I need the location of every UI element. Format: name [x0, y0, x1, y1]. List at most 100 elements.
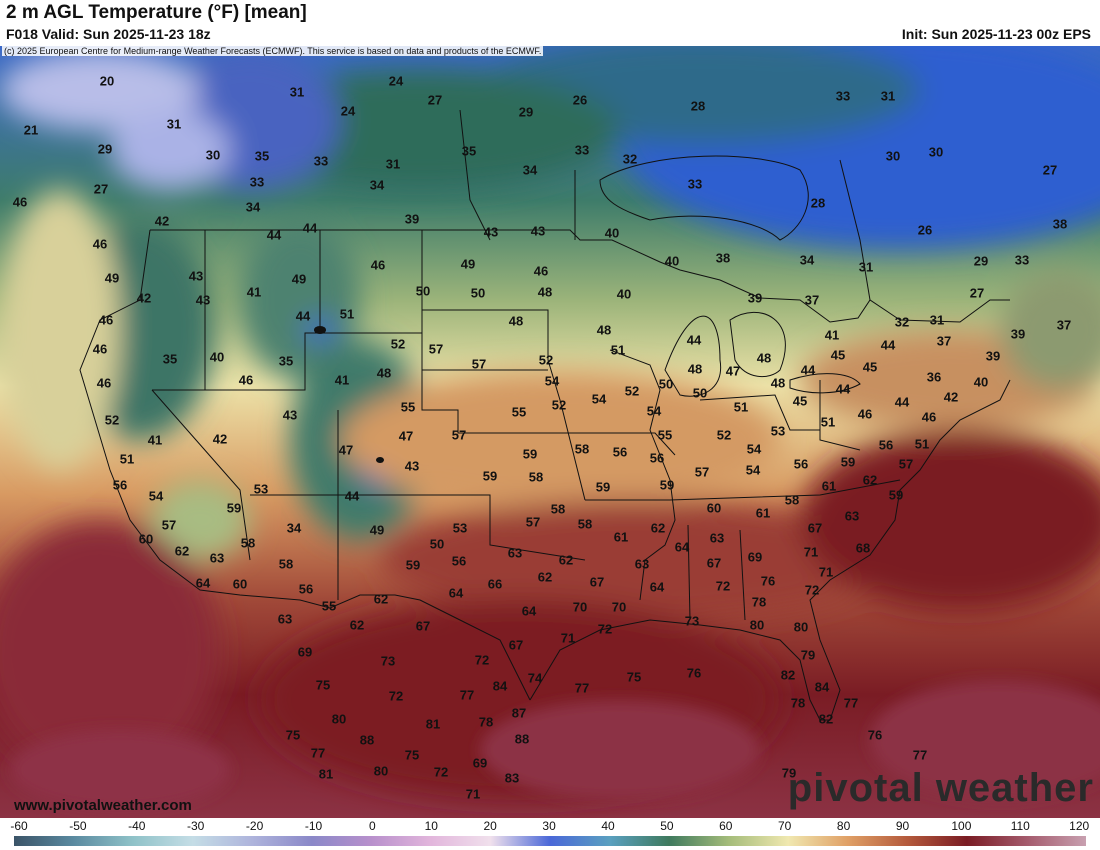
colorbar-tick-label: 30 — [542, 819, 556, 833]
temperature-value: 32 — [623, 151, 637, 166]
temperature-value: 44 — [296, 308, 311, 323]
temperature-value: 59 — [227, 500, 241, 515]
temperature-value: 63 — [210, 550, 224, 565]
temperature-value: 61 — [614, 529, 628, 544]
temperature-value: 29 — [974, 253, 988, 268]
temperature-value: 75 — [627, 669, 641, 684]
temperature-value: 75 — [286, 727, 300, 742]
temperature-value: 79 — [801, 647, 815, 662]
temperature-value: 46 — [534, 263, 548, 278]
temperature-value: 49 — [292, 271, 306, 286]
temperature-value: 63 — [710, 530, 724, 545]
temperature-value: 26 — [573, 92, 587, 107]
temperature-value: 57 — [429, 341, 443, 356]
colorbar-tick-label: 50 — [660, 819, 674, 833]
temperature-value: 45 — [793, 393, 807, 408]
temperature-value: 40 — [665, 253, 679, 268]
colorbar-tick-label: 80 — [836, 819, 851, 833]
temperature-value: 31 — [386, 156, 400, 171]
temperature-value: 77 — [311, 745, 325, 760]
temperature-value: 57 — [695, 464, 709, 479]
temperature-value: 43 — [283, 407, 297, 422]
temperature-value: 44 — [881, 337, 896, 352]
temperature-value: 52 — [539, 352, 553, 367]
temperature-value: 54 — [647, 403, 662, 418]
temperature-value: 44 — [801, 362, 816, 377]
temperature-value: 42 — [213, 431, 227, 446]
temperature-value: 70 — [612, 599, 626, 614]
temperature-value: 51 — [611, 342, 625, 357]
temperature-value: 39 — [405, 211, 419, 226]
temperature-value: 52 — [625, 383, 639, 398]
temperature-value: 54 — [545, 373, 560, 388]
temperature-value: 63 — [845, 508, 859, 523]
temperature-value: 57 — [899, 456, 913, 471]
valid-time: F018 Valid: Sun 2025-11-23 18z — [6, 26, 211, 42]
temperature-value: 59 — [841, 454, 855, 469]
temperature-value: 38 — [1053, 216, 1067, 231]
temperature-value: 71 — [819, 564, 833, 579]
temperature-value: 31 — [930, 312, 944, 327]
temperature-value: 31 — [290, 84, 304, 99]
temperature-value: 62 — [175, 543, 189, 558]
temperature-value: 75 — [316, 677, 330, 692]
temperature-value: 58 — [279, 556, 293, 571]
temperature-value: 27 — [428, 92, 442, 107]
temperature-value: 34 — [287, 520, 302, 535]
temperature-value: 29 — [519, 104, 533, 119]
temperature-value: 40 — [974, 374, 988, 389]
temperature-value: 82 — [819, 711, 833, 726]
temperature-value: 54 — [592, 391, 607, 406]
temperature-value: 57 — [162, 517, 176, 532]
temperature-value: 56 — [452, 553, 466, 568]
temperature-value: 80 — [374, 763, 388, 778]
site-url[interactable]: www.pivotalweather.com — [14, 797, 192, 814]
temperature-value: 77 — [844, 695, 858, 710]
temperature-value: 50 — [416, 283, 430, 298]
water-bodies — [10, 680, 1100, 810]
temperature-value: 51 — [915, 436, 929, 451]
temperature-value: 71 — [466, 786, 480, 801]
temperature-value: 48 — [377, 365, 391, 380]
colorbar-tick-label: 90 — [895, 819, 910, 833]
temperature-value: 84 — [493, 678, 508, 693]
temperature-value: 48 — [509, 313, 523, 328]
colorbar-tick-label: 10 — [424, 819, 438, 833]
temperature-value: 35 — [279, 353, 293, 368]
temperature-value: 84 — [815, 679, 830, 694]
temperature-value: 78 — [791, 695, 805, 710]
temperature-value: 55 — [401, 399, 415, 414]
temperature-value: 33 — [250, 174, 264, 189]
temperature-value: 34 — [246, 199, 261, 214]
temperature-value: 62 — [863, 472, 877, 487]
colorbar-tick-label: -50 — [69, 819, 87, 833]
temperature-value: 67 — [808, 520, 822, 535]
temperature-value: 20 — [100, 73, 114, 88]
map-title: 2 m AGL Temperature (°F) [mean] — [6, 2, 307, 23]
temperature-value: 38 — [716, 250, 730, 265]
colorbar-tick-label: 20 — [483, 819, 497, 833]
temperature-value: 54 — [149, 488, 164, 503]
temperature-value: 44 — [303, 220, 318, 235]
temperature-value: 64 — [650, 579, 665, 594]
temperature-value: 48 — [538, 284, 552, 299]
temperature-value: 33 — [1015, 252, 1029, 267]
temperature-value: 62 — [559, 552, 573, 567]
temperature-value: 37 — [805, 292, 819, 307]
colorbar-tick-label: 40 — [601, 819, 615, 833]
temperature-value: 81 — [319, 766, 333, 781]
temperature-value: 62 — [538, 569, 552, 584]
temperature-value: 64 — [675, 539, 690, 554]
temperature-value: 72 — [475, 652, 489, 667]
temperature-value: 42 — [155, 213, 169, 228]
ecmwf-credit: (c) 2025 European Centre for Medium-rang… — [2, 46, 544, 56]
temperature-value: 82 — [781, 667, 795, 682]
temperature-value: 48 — [597, 322, 611, 337]
temperature-value: 76 — [868, 727, 882, 742]
temperature-value: 53 — [771, 423, 785, 438]
temperature-value: 48 — [688, 361, 702, 376]
temperature-value: 69 — [473, 755, 487, 770]
temperature-map[interactable]: 20 24 31 27 26 28 33 31 24 29 31 21 29 30 35 33 31 35 33 32… — [0, 46, 1100, 818]
temperature-value: 55 — [322, 598, 336, 613]
temperature-value: 48 — [757, 350, 771, 365]
